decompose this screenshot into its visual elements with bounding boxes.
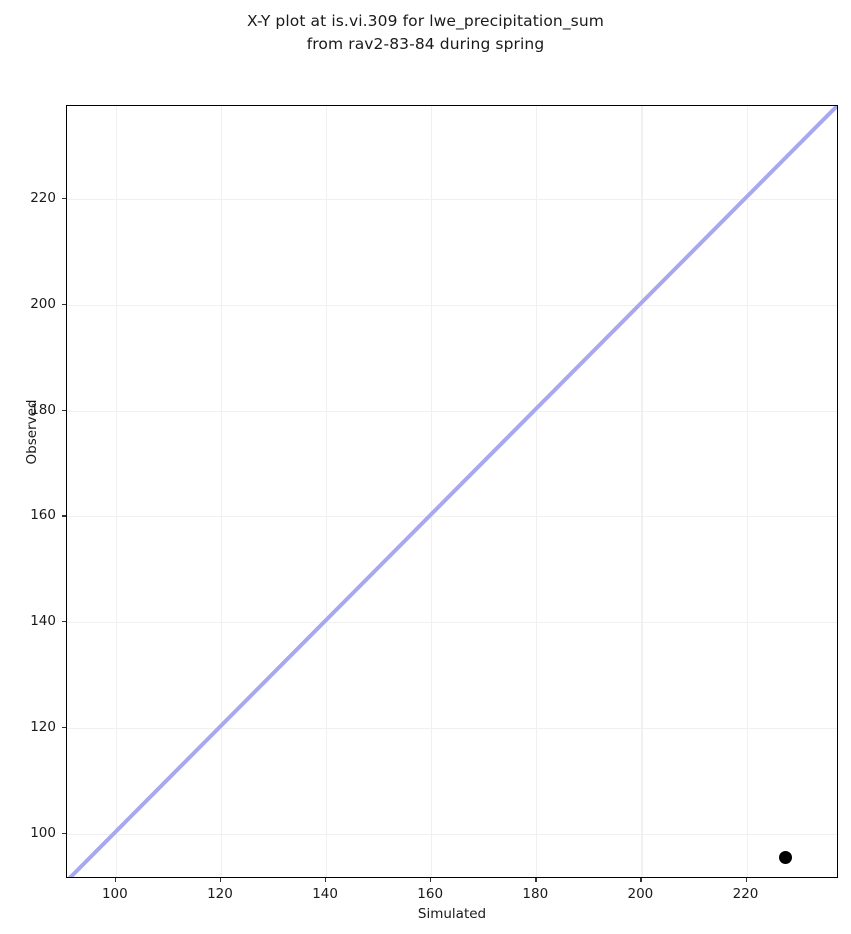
page-title: X-Y plot at is.vi.309 for lwe_precipitat… — [247, 12, 604, 53]
gridline-vertical — [746, 106, 748, 877]
y-axis-tick-label: 180 — [30, 401, 56, 418]
x-axis-tick — [114, 878, 117, 882]
y-axis-tick — [62, 409, 66, 411]
gridline-horizontal — [67, 304, 837, 306]
y-axis-tick — [62, 621, 66, 623]
y-axis-tick — [62, 515, 66, 517]
y-axis-tick-label: 140 — [30, 613, 56, 630]
x-axis-tick — [640, 878, 642, 882]
scatter-point — [778, 850, 792, 864]
x-axis-tick-label: 100 — [101, 886, 128, 902]
y-axis-tick — [62, 832, 66, 834]
y-axis-tick-label: 160 — [30, 507, 56, 524]
y-axis-tick-label: 200 — [30, 295, 56, 312]
x-axis-tick-label: 140 — [312, 886, 338, 902]
x-axis-tick — [430, 878, 432, 882]
gridline-horizontal — [67, 727, 837, 729]
x-axis-tick — [325, 878, 327, 882]
y-axis-tick-label: 100 — [30, 824, 56, 841]
y-axis-tick — [62, 198, 66, 200]
one-to-one-reference-line — [67, 106, 837, 877]
x-axis-tick-label: 120 — [207, 886, 233, 902]
x-axis-tick — [219, 878, 222, 882]
gridline-horizontal — [67, 622, 837, 624]
gridline-horizontal — [67, 516, 837, 518]
plot-area — [66, 105, 838, 878]
gridline-vertical — [115, 106, 118, 877]
y-axis-tick-label: 120 — [30, 718, 56, 735]
x-axis-label: Simulated — [417, 906, 487, 922]
y-axis-tick — [62, 303, 66, 306]
gridline-vertical — [641, 106, 643, 877]
gridline-vertical — [431, 106, 433, 877]
x-axis-tick — [745, 878, 747, 882]
x-axis-tick-label: 220 — [732, 886, 759, 902]
gridline-vertical — [220, 106, 223, 877]
y-axis-label: Observed — [24, 399, 40, 465]
x-axis-tick — [535, 878, 537, 882]
gridline-vertical — [326, 106, 328, 877]
x-axis-tick-label: 180 — [522, 886, 549, 902]
y-axis-tick — [62, 726, 66, 729]
x-axis-tick-label: 160 — [417, 886, 444, 902]
gridline-vertical — [536, 106, 538, 877]
x-axis-tick-label: 200 — [627, 886, 654, 902]
gridline-horizontal — [67, 410, 837, 412]
y-axis-tick-label: 220 — [30, 190, 56, 207]
gridline-horizontal — [67, 199, 837, 201]
gridline-horizontal — [67, 833, 837, 835]
